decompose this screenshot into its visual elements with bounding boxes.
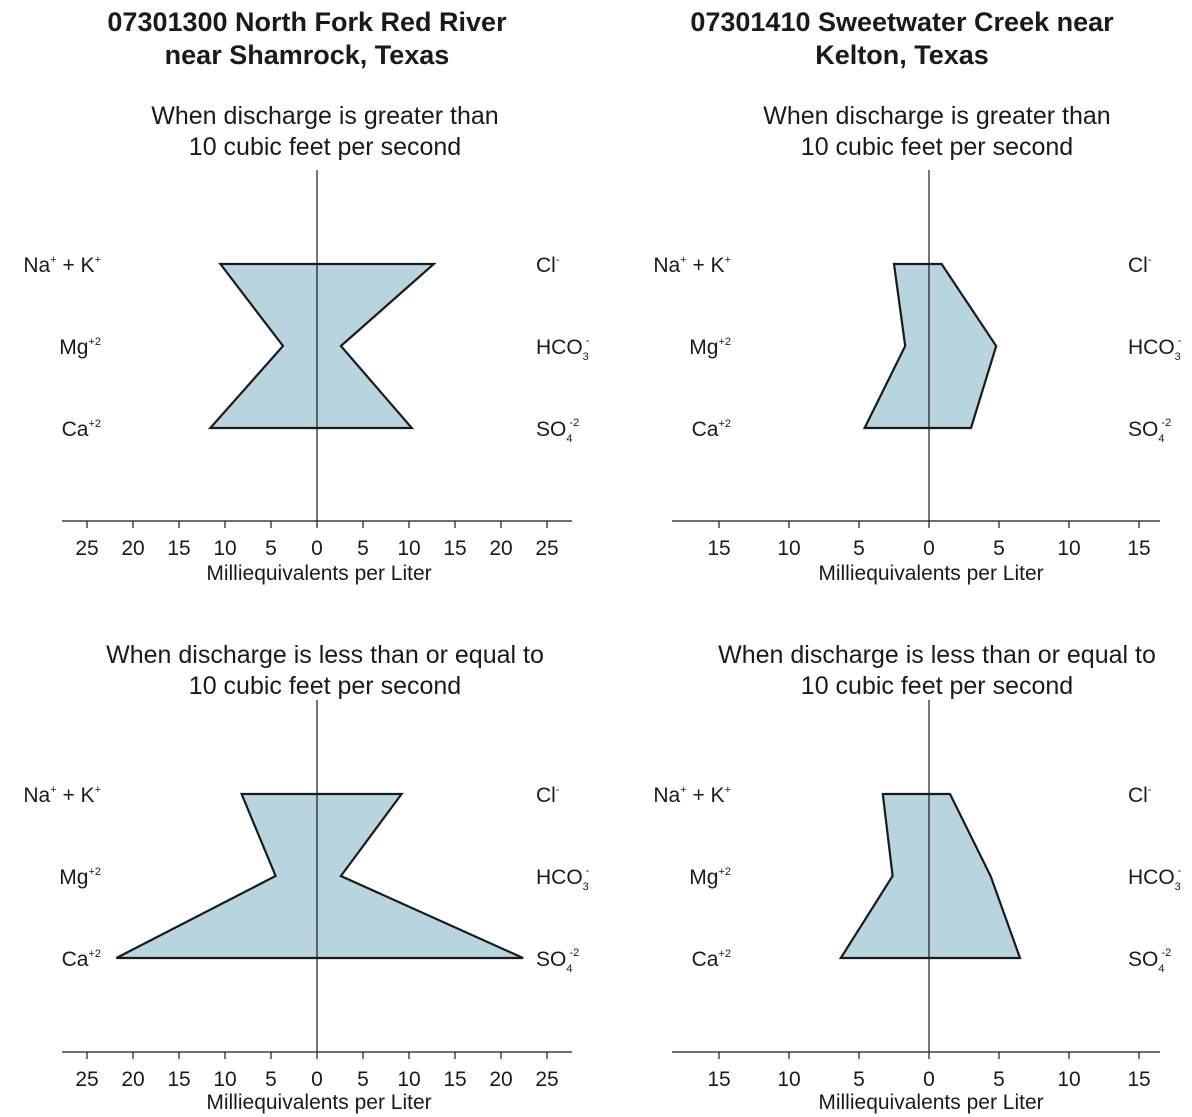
condition-line1: When discharge is greater than bbox=[763, 102, 1110, 130]
x-tick-label: 5 bbox=[993, 537, 1005, 560]
cation-label-na-k: Na+ + K+ bbox=[23, 254, 101, 277]
x-tick-label: 25 bbox=[535, 537, 558, 560]
condition-line2: 10 cubic feet per second bbox=[801, 672, 1073, 700]
stiff-panel-3: When discharge is less than or equal to 1… bbox=[23, 641, 589, 1114]
cation-label-ca: Ca+2 bbox=[692, 418, 731, 441]
x-tick-label: 10 bbox=[397, 1068, 420, 1091]
x-axis-title: Milliequivalents per Liter bbox=[818, 562, 1043, 585]
x-tick-label: 0 bbox=[311, 537, 323, 560]
x-tick-label: 10 bbox=[777, 537, 800, 560]
anion-label-hco3: HCO3- bbox=[536, 865, 590, 893]
x-tick-label: 10 bbox=[777, 1068, 800, 1091]
x-tick-label: 10 bbox=[397, 537, 420, 560]
condition-line2: 10 cubic feet per second bbox=[189, 672, 461, 700]
x-tick-label: 25 bbox=[75, 537, 98, 560]
stiff-panel-2: When discharge is greater than 10 cubic f… bbox=[653, 102, 1181, 585]
x-tick-label: 15 bbox=[1127, 537, 1150, 560]
x-tick-label: 15 bbox=[443, 537, 466, 560]
anion-label-so4: SO4-2 bbox=[1128, 947, 1171, 975]
anion-label-so4: SO4-2 bbox=[536, 417, 579, 445]
cation-label-ca: Ca+2 bbox=[692, 948, 731, 971]
condition-line2: 10 cubic feet per second bbox=[801, 133, 1073, 161]
x-tick-label: 25 bbox=[535, 1068, 558, 1091]
condition-line1: When discharge is less than or equal to bbox=[106, 641, 544, 669]
anion-label-hco3: HCO3- bbox=[536, 335, 590, 363]
cation-label-na-k: Na+ + K+ bbox=[653, 784, 731, 807]
stiff-panel-4: When discharge is less than or equal to 1… bbox=[653, 641, 1181, 1114]
stiff-polygon bbox=[862, 262, 998, 430]
cation-label-mg: Mg+2 bbox=[59, 336, 101, 359]
anion-label-cl: Cl- bbox=[1128, 254, 1152, 277]
anion-label-so4: SO4-2 bbox=[536, 947, 579, 975]
condition-line2: 10 cubic feet per second bbox=[189, 133, 461, 161]
cation-label-mg: Mg+2 bbox=[689, 866, 731, 889]
anion-label-so4: SO4-2 bbox=[1128, 417, 1171, 445]
x-tick-label: 10 bbox=[1057, 1068, 1080, 1091]
cation-label-ca: Ca+2 bbox=[62, 418, 101, 441]
anion-label-cl: Cl- bbox=[1128, 784, 1152, 807]
cation-label-na-k: Na+ + K+ bbox=[653, 254, 731, 277]
x-tick-label: 0 bbox=[923, 1068, 935, 1091]
stiff-panel-1: When discharge is greater than 10 cubic f… bbox=[23, 102, 589, 585]
x-tick-label: 20 bbox=[121, 537, 144, 560]
x-tick-label: 5 bbox=[357, 537, 369, 560]
stiff-polygon bbox=[207, 262, 437, 430]
x-tick-label: 15 bbox=[707, 1068, 730, 1091]
x-axis-title: Milliequivalents per Liter bbox=[206, 1091, 431, 1114]
anion-label-hco3: HCO3- bbox=[1128, 865, 1182, 893]
station-title-right-line1: 07301410 Sweetwater Creek near bbox=[690, 7, 1114, 37]
station-title-right-line2: Kelton, Texas bbox=[815, 40, 989, 70]
x-axis-title: Milliequivalents per Liter bbox=[818, 1091, 1043, 1114]
x-tick-label: 15 bbox=[707, 537, 730, 560]
cation-label-ca: Ca+2 bbox=[62, 948, 101, 971]
x-tick-label: 0 bbox=[923, 537, 935, 560]
x-tick-label: 5 bbox=[265, 537, 277, 560]
x-tick-label: 10 bbox=[213, 1068, 236, 1091]
x-tick-label: 20 bbox=[489, 537, 512, 560]
x-tick-label: 15 bbox=[167, 1068, 190, 1091]
x-tick-label: 15 bbox=[443, 1068, 466, 1091]
anion-label-cl: Cl- bbox=[536, 784, 560, 807]
x-tick-label: 20 bbox=[121, 1068, 144, 1091]
x-tick-label: 5 bbox=[853, 1068, 865, 1091]
x-tick-label: 5 bbox=[265, 1068, 277, 1091]
station-title-left-line2: near Shamrock, Texas bbox=[164, 40, 450, 70]
x-tick-label: 0 bbox=[311, 1068, 323, 1091]
stiff-polygon bbox=[115, 792, 524, 960]
anion-label-cl: Cl- bbox=[536, 254, 560, 277]
x-tick-label: 5 bbox=[853, 537, 865, 560]
x-tick-label: 10 bbox=[1057, 537, 1080, 560]
cation-label-na-k: Na+ + K+ bbox=[23, 784, 101, 807]
cation-label-mg: Mg+2 bbox=[59, 866, 101, 889]
station-title-right: 07301410 Sweetwater Creek near Kelton, T… bbox=[612, 6, 1192, 72]
stiff-polygon bbox=[838, 792, 1022, 960]
x-tick-label: 10 bbox=[213, 537, 236, 560]
x-tick-label: 5 bbox=[357, 1068, 369, 1091]
x-tick-label: 5 bbox=[993, 1068, 1005, 1091]
station-title-left: 07301300 North Fork Red River near Shamr… bbox=[17, 6, 597, 72]
condition-line1: When discharge is greater than bbox=[151, 102, 498, 130]
station-title-left-line1: 07301300 North Fork Red River bbox=[107, 7, 507, 37]
x-tick-label: 15 bbox=[167, 537, 190, 560]
x-tick-label: 25 bbox=[75, 1068, 98, 1091]
x-tick-label: 20 bbox=[489, 1068, 512, 1091]
anion-label-hco3: HCO3- bbox=[1128, 335, 1182, 363]
x-axis-title: Milliequivalents per Liter bbox=[206, 562, 431, 585]
condition-line1: When discharge is less than or equal to bbox=[718, 641, 1156, 669]
x-tick-label: 15 bbox=[1127, 1068, 1150, 1091]
cation-label-mg: Mg+2 bbox=[689, 336, 731, 359]
